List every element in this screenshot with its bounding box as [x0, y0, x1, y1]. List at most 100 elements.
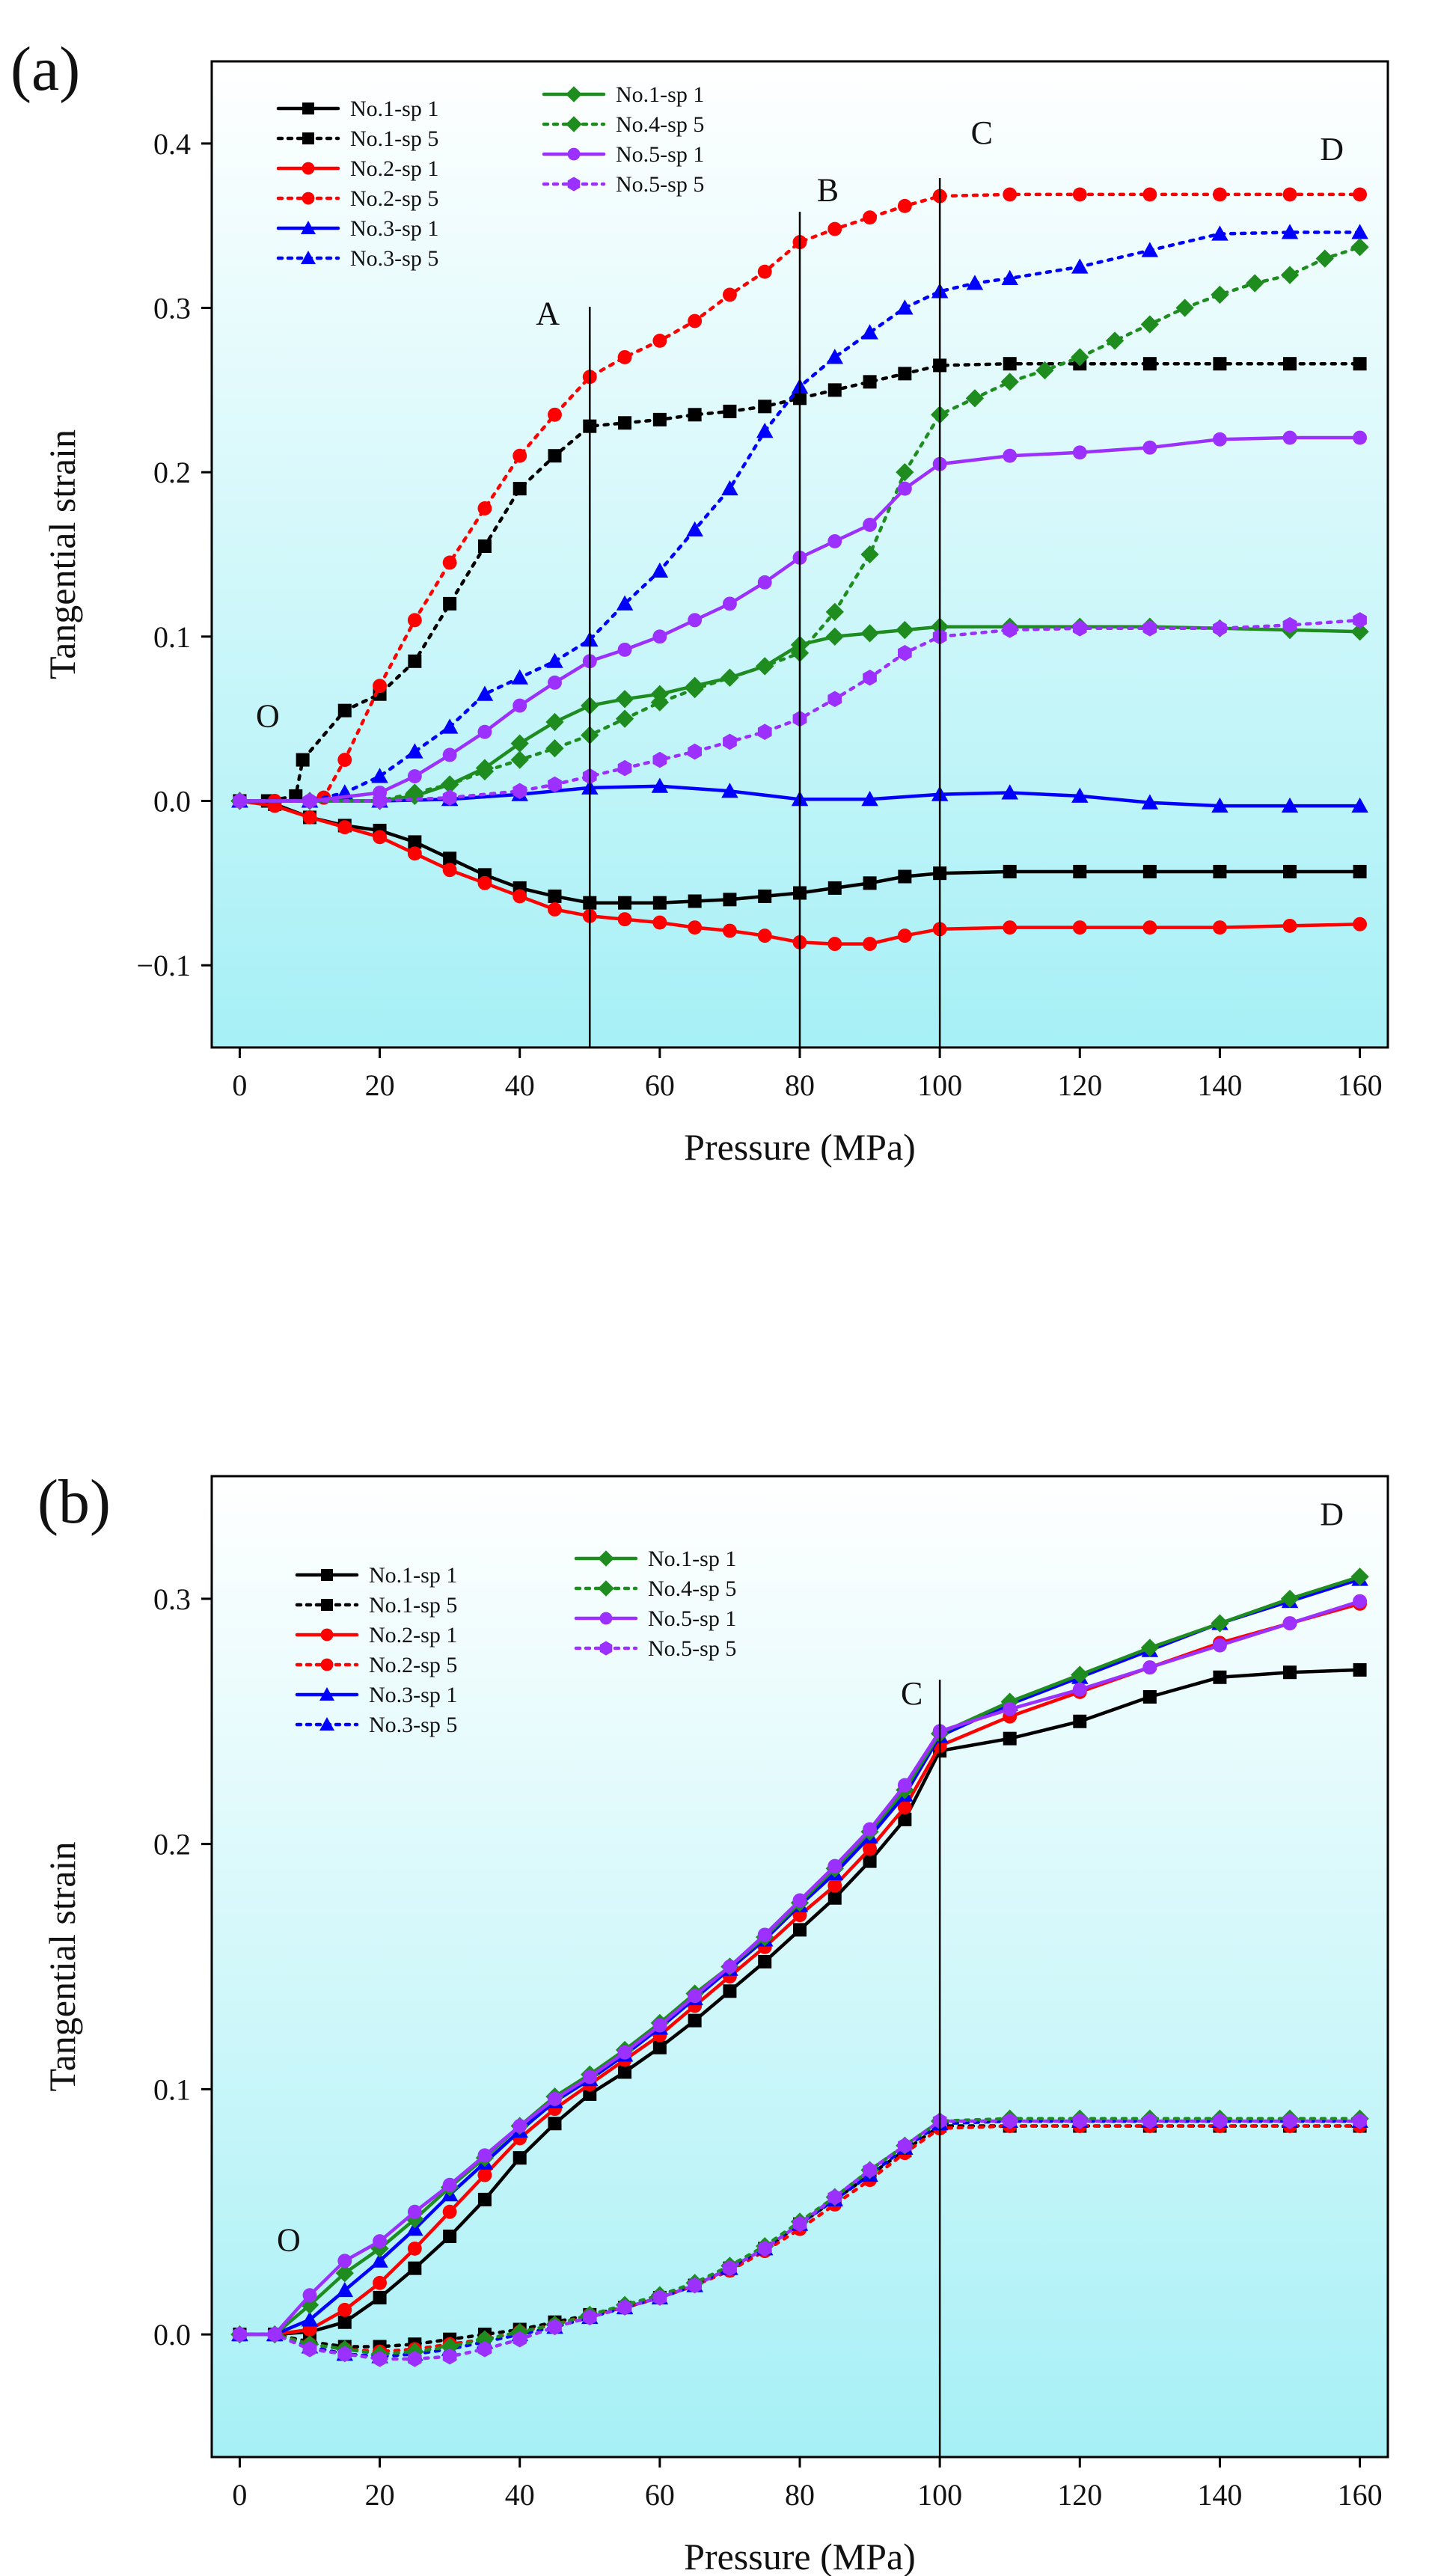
panel-a-data-point	[861, 791, 878, 807]
panel-b-data-point	[863, 1822, 878, 1837]
panel-a-data-point	[407, 769, 422, 784]
panel-a-data-point	[860, 545, 879, 564]
panel-a-data-point	[1353, 357, 1367, 371]
panel-a-data-point	[898, 645, 912, 661]
panel-a-data-point	[1351, 797, 1368, 813]
panel-a-data-point	[688, 743, 702, 760]
panel-b-data-point	[898, 2138, 912, 2154]
panel-a-data-point	[651, 777, 669, 793]
panel-a-data-point	[617, 759, 632, 777]
panel-a-data-point	[723, 733, 737, 750]
panel-b-legend-label: No.4-sp 5	[648, 1576, 736, 1601]
panel-b-data-point	[371, 2252, 388, 2268]
panel-a-data-point	[337, 703, 352, 718]
panel-b-x-tick-label: 60	[645, 2478, 675, 2512]
panel-a-legend-swatch-marker	[566, 86, 582, 103]
panel-a-data-point	[615, 709, 634, 728]
panel-a-data-point	[965, 389, 985, 408]
panel-a-data-point	[686, 521, 703, 537]
panel-b-data-point	[336, 2281, 354, 2298]
panel-b-data-point	[617, 2299, 632, 2316]
panel-a-data-point	[758, 400, 772, 414]
panel-a-x-tick-label: 140	[1197, 1068, 1242, 1102]
panel-a-data-point	[1211, 797, 1228, 813]
panel-b-legend-swatch-marker	[321, 1599, 333, 1611]
panel-b-data-point	[1282, 1616, 1297, 1631]
panel-b-legend-swatch-marker	[320, 1628, 334, 1642]
panel-a-data-point	[863, 518, 878, 532]
panel-a-data-point	[618, 416, 632, 430]
panel-a-data-point	[1142, 620, 1157, 637]
panel-a-data-point	[617, 642, 632, 657]
panel-b-data-point	[863, 1854, 877, 1868]
panel-b-data-point	[1003, 2113, 1018, 2129]
panel-a-data-point	[1073, 864, 1087, 878]
panel-a-data-point	[545, 712, 564, 732]
panel-a-data-point	[510, 734, 529, 753]
panel-a-y-tick-label: 0.3	[153, 292, 191, 325]
panel-b-y-tick-label: 0.3	[153, 1582, 191, 1616]
panel-b-y-axis-title: Tangential strain	[41, 1842, 83, 2092]
panel-a-data-point	[756, 423, 774, 438]
panel-a-data-point	[1071, 787, 1089, 803]
panel-a-data-point	[757, 264, 772, 279]
panel-a-data-point	[1350, 238, 1369, 257]
panel-b-data-point	[1280, 1589, 1300, 1609]
panel-a-data-point	[652, 412, 667, 426]
panel-b-data-point	[337, 2302, 352, 2317]
panel-a-data-point	[615, 690, 634, 709]
panel-b-data-point	[1003, 1731, 1017, 1746]
panel-b-legend-label: No.3-sp 5	[369, 1713, 457, 1737]
panel-a-data-point	[652, 629, 667, 644]
panel-b-data-point	[408, 2261, 422, 2275]
panel-b-data-point	[442, 2204, 457, 2219]
panel-a-y-tick-label: 0.2	[153, 456, 191, 489]
panel-a-series-9	[233, 612, 1367, 810]
panel-b-x-axis-title: Pressure (MPa)	[684, 2536, 916, 2576]
panel-b-data-point	[337, 2346, 352, 2363]
panel-a-data-point	[1211, 285, 1229, 305]
panel-a-data-point	[688, 408, 702, 422]
panel-b-legend-swatch-marker	[599, 1612, 613, 1625]
panel-a-data-point	[1072, 620, 1087, 637]
panel-b-data-point	[1071, 1665, 1089, 1684]
panel-b-data-point	[373, 2275, 388, 2290]
panel-a-data-point	[443, 596, 457, 611]
panel-a-data-point	[1142, 864, 1157, 878]
panel-b-data-point	[373, 2234, 388, 2249]
panel-a-x-tick-label: 0	[232, 1068, 247, 1102]
panel-a-data-point	[1003, 448, 1018, 463]
panel-b-legend-swatch-marker	[321, 1569, 333, 1581]
panel-a-data-point	[722, 596, 737, 611]
panel-a-series-line	[238, 361, 1362, 803]
panel-a-data-point	[688, 894, 702, 908]
panel-a-data-point	[758, 889, 772, 903]
panel-a-data-point	[966, 275, 984, 290]
panel-b-data-point	[827, 1891, 842, 1905]
panel-a-legend-swatch-marker	[302, 132, 314, 144]
panel-a-data-point	[337, 753, 352, 768]
panel-a-x-axis-title: Pressure (MPa)	[684, 1126, 916, 1168]
panel-a-data-point	[863, 210, 878, 225]
panel-a-data-point	[617, 349, 632, 364]
panel-b-data-point	[1353, 1594, 1368, 1609]
panel-a-series-5	[231, 224, 1368, 808]
panel-b-x-tick-label: 40	[505, 2478, 535, 2512]
panel-a-data-point	[860, 624, 879, 643]
panel-a-region-label: B	[817, 172, 839, 209]
panel-a-legend: No.1-sp 1 No.1-sp 5 No.2-sp 1 No.2-sp 5 No.3…	[276, 82, 704, 271]
panel-a-y-tick-label: 0.4	[153, 127, 191, 161]
panel-a-x-tick-label: 160	[1338, 1068, 1383, 1102]
panel-a-data-point	[337, 820, 352, 835]
panel-a-data-point	[827, 383, 842, 397]
panel-b-data-point	[897, 1778, 912, 1793]
panel-a-data-point	[1141, 242, 1159, 257]
panel-a-data-point	[617, 912, 632, 927]
panel-a-data-point	[371, 768, 388, 783]
panel-a-data-point	[650, 693, 670, 712]
panel-b-data-point	[1003, 1701, 1018, 1716]
panel-a-legend-label: No.5-sp 5	[616, 172, 704, 197]
panel-b-data-point	[477, 2341, 492, 2358]
panel-a-legend-label: No.5-sp 1	[616, 142, 704, 167]
panel-a-legend-swatch-marker	[302, 162, 315, 175]
